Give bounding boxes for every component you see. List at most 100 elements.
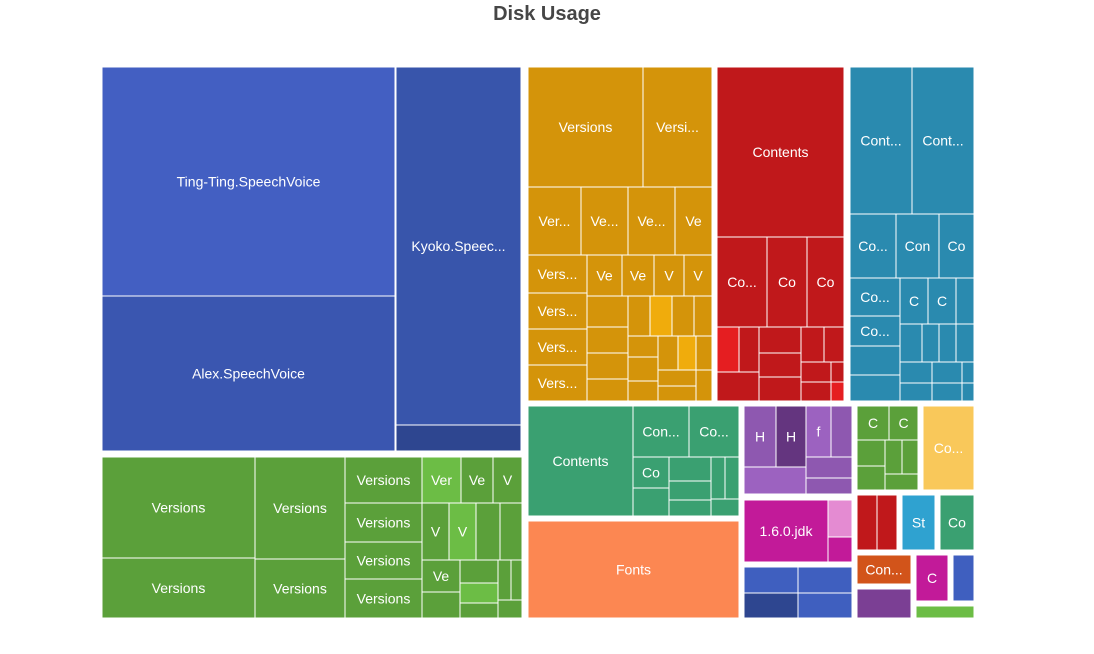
treemap-cell-versions-group-green[interactable] xyxy=(459,559,499,584)
treemap-cell-contents-group-teal-blue[interactable] xyxy=(899,361,933,384)
treemap-cell-contents[interactable] xyxy=(849,277,901,317)
treemap-cell-c[interactable] xyxy=(888,405,919,441)
treemap-cell-contents-group-red[interactable] xyxy=(830,361,845,383)
treemap-cell-contents-group-teal-blue[interactable] xyxy=(955,323,975,363)
treemap-cell-contents[interactable] xyxy=(632,405,690,458)
treemap-cell-contents-group-red[interactable] xyxy=(738,326,760,373)
treemap-cell-versions[interactable] xyxy=(683,254,713,297)
treemap-cell-contents-group-red[interactable] xyxy=(758,326,802,354)
treemap-cell-contents-group-teal-blue[interactable] xyxy=(931,361,963,384)
treemap-cell-other-small-groups[interactable] xyxy=(856,494,878,551)
treemap-cell-other-small-groups[interactable] xyxy=(805,477,853,495)
treemap-cell-contents-group-red[interactable] xyxy=(830,381,845,402)
treemap-cell-contents[interactable] xyxy=(766,236,808,328)
treemap-cell-versions-group-gold[interactable] xyxy=(627,356,659,382)
treemap-cell-contents-group-green-teal[interactable] xyxy=(724,456,740,500)
treemap-cell-versions-group-gold[interactable] xyxy=(627,335,659,358)
treemap-cell-versions-group-gold[interactable] xyxy=(695,369,713,402)
treemap-cell-versions[interactable] xyxy=(674,186,713,256)
treemap-cell-versions[interactable] xyxy=(527,364,588,402)
treemap-cell-contents-group-green-teal[interactable] xyxy=(668,499,712,517)
treemap-cell-contents[interactable] xyxy=(849,213,897,279)
treemap-cell-other-small-groups[interactable] xyxy=(830,405,853,458)
treemap-cell-versions[interactable] xyxy=(344,456,423,504)
treemap-cell-alex-speechvoice[interactable] xyxy=(101,295,396,452)
treemap-cell-c[interactable] xyxy=(915,554,949,602)
treemap-cell-contents-group-teal-blue[interactable] xyxy=(849,345,901,376)
treemap-cell-versions[interactable] xyxy=(101,557,256,619)
treemap-cell-co[interactable] xyxy=(939,494,975,551)
treemap-cell-versions[interactable] xyxy=(627,186,676,256)
treemap-cell-other-small-groups[interactable] xyxy=(952,554,975,602)
treemap-cell-contents-group-teal-blue[interactable] xyxy=(899,382,933,402)
treemap-cell-other-small-groups[interactable] xyxy=(797,592,853,619)
treemap-cell-versions-group-gold[interactable] xyxy=(627,380,659,402)
treemap-cell-versions-group-gold[interactable] xyxy=(586,326,629,354)
treemap-cell-contents-group-green-teal[interactable] xyxy=(668,456,712,482)
treemap-cell-contents[interactable] xyxy=(927,277,957,325)
treemap-cell-kyoko-speechvoice[interactable] xyxy=(395,66,522,426)
treemap-cell-fonts[interactable] xyxy=(527,520,740,619)
treemap-cell-contents-group-teal-blue[interactable] xyxy=(961,382,975,402)
treemap-cell-con[interactable] xyxy=(856,554,912,585)
treemap-cell-contents-group-red[interactable] xyxy=(758,352,802,378)
treemap-cell-contents-group-red[interactable] xyxy=(800,326,825,363)
treemap-cell-versions[interactable] xyxy=(527,292,588,330)
treemap-cell-st[interactable] xyxy=(901,494,936,551)
treemap-cell-contents[interactable] xyxy=(716,66,845,238)
treemap-cell-versions-group-green[interactable] xyxy=(421,591,461,619)
treemap-cell-contents-group-red[interactable] xyxy=(800,381,832,402)
treemap-cell-versions-group-gold[interactable] xyxy=(627,295,651,337)
treemap-cell-contents-group-teal-blue[interactable] xyxy=(961,361,975,384)
treemap-cell-other-small-groups[interactable] xyxy=(884,439,903,475)
treemap-cell-contents[interactable] xyxy=(806,236,845,328)
treemap-cell-versions-group-gold[interactable] xyxy=(586,352,629,380)
treemap-cell-contents-group-teal-blue[interactable] xyxy=(931,382,963,402)
treemap-cell-versions-group-gold[interactable] xyxy=(693,295,713,337)
treemap-cell-versions-group-gold[interactable] xyxy=(586,378,629,402)
treemap-cell-contents-group-teal-blue[interactable] xyxy=(849,374,901,402)
treemap-cell-other-small-groups[interactable] xyxy=(743,592,799,619)
treemap-cell-other-small-groups[interactable] xyxy=(743,466,807,495)
treemap-cell-other-small-groups[interactable] xyxy=(856,439,886,467)
treemap-cell-contents[interactable] xyxy=(849,66,913,215)
treemap-cell-contents-group-teal-blue[interactable] xyxy=(899,323,923,363)
treemap-cell-other-small-groups[interactable] xyxy=(827,499,853,538)
treemap-cell-other-small-groups[interactable] xyxy=(743,566,799,594)
treemap-cell-contents-group-red[interactable] xyxy=(800,361,832,383)
treemap-cell-contents-group-green-teal[interactable] xyxy=(668,480,712,501)
treemap-cell-contents-group-red[interactable] xyxy=(716,371,760,402)
treemap-cell-versions[interactable] xyxy=(421,456,462,504)
treemap-cell-versions-group-green[interactable] xyxy=(499,502,523,561)
treemap-cell-versions-group-gold[interactable] xyxy=(657,369,697,387)
treemap-cell-versions[interactable] xyxy=(344,578,423,619)
treemap-cell-contents[interactable] xyxy=(716,236,768,328)
treemap-cell-versions[interactable] xyxy=(642,66,713,188)
treemap-cell-other-small-groups[interactable] xyxy=(915,605,975,619)
treemap-cell-versions[interactable] xyxy=(254,456,346,560)
treemap-cell-versions-group-gold[interactable] xyxy=(671,295,695,337)
treemap-cell-contents-group-teal-blue[interactable] xyxy=(921,323,940,363)
treemap-cell-1-6-0-jdk[interactable] xyxy=(743,499,829,563)
treemap-cell-other-small-groups[interactable] xyxy=(797,566,853,594)
treemap-cell-contents-group-green-teal[interactable] xyxy=(632,487,670,517)
treemap-cell-contents[interactable] xyxy=(849,315,901,347)
treemap-cell-versions-group-gold[interactable] xyxy=(586,295,629,328)
treemap-cell-contents-group-green-teal[interactable] xyxy=(710,498,740,517)
treemap-cell-ting-ting-speechvoice[interactable] xyxy=(101,66,396,297)
treemap-cell-versions[interactable] xyxy=(460,456,494,504)
treemap-cell-other-small-groups[interactable] xyxy=(856,465,886,491)
treemap-cell-other-small-groups[interactable] xyxy=(876,494,898,551)
treemap-cell-versions-group-gold[interactable] xyxy=(695,335,713,371)
treemap-cell-versions-group-green[interactable] xyxy=(497,559,512,601)
treemap-cell-contents[interactable] xyxy=(938,213,975,279)
treemap-cell-versions-group-green[interactable] xyxy=(459,582,499,604)
treemap-cell-contents-group-green-teal[interactable] xyxy=(710,456,726,500)
treemap-cell-versions[interactable] xyxy=(254,558,346,619)
treemap-cell-contents-group-teal-blue[interactable] xyxy=(955,277,975,325)
treemap-cell-versions-group-gold[interactable] xyxy=(649,295,673,337)
treemap-cell-contents-group-red[interactable] xyxy=(716,326,740,373)
treemap-cell-versions[interactable] xyxy=(344,502,423,543)
treemap-cell-h[interactable] xyxy=(775,405,807,468)
treemap-cell-contents[interactable] xyxy=(895,213,940,279)
